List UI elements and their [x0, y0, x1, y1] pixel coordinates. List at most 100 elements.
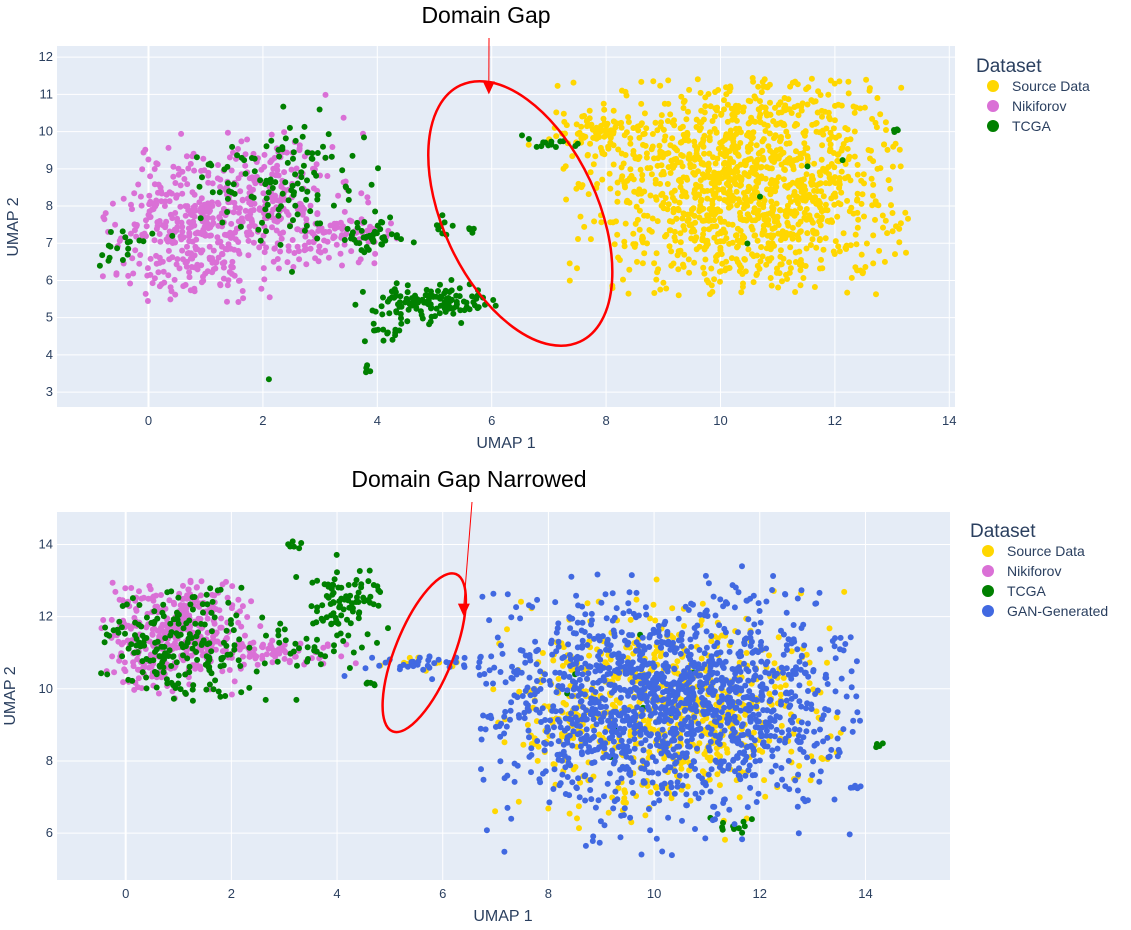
- data-point: [767, 99, 773, 106]
- data-point: [680, 263, 687, 270]
- data-point: [204, 203, 211, 210]
- data-point: [720, 819, 726, 826]
- data-point: [283, 149, 290, 156]
- data-point: [777, 146, 784, 153]
- data-point: [134, 656, 141, 663]
- data-point: [201, 232, 208, 239]
- data-point: [171, 642, 178, 649]
- data-point: [830, 125, 837, 132]
- data-point: [736, 699, 743, 706]
- data-point: [257, 177, 264, 184]
- data-point: [751, 205, 758, 212]
- data-point: [668, 248, 675, 255]
- data-point: [679, 193, 685, 200]
- data-point: [627, 140, 634, 147]
- data-point: [872, 216, 878, 223]
- data-point: [156, 653, 163, 660]
- data-point: [517, 615, 524, 622]
- data-point: [720, 187, 726, 194]
- data-point: [183, 263, 190, 270]
- data-point: [642, 604, 649, 611]
- data-point: [186, 274, 193, 281]
- data-point: [652, 176, 659, 183]
- data-point: [848, 274, 855, 281]
- data-point: [593, 130, 600, 137]
- data-point: [763, 727, 770, 734]
- data-point: [734, 144, 741, 151]
- data-point: [766, 690, 773, 697]
- data-point: [774, 214, 781, 221]
- data-point: [531, 698, 538, 705]
- data-point: [870, 181, 877, 188]
- data-point: [707, 129, 713, 136]
- data-point: [685, 256, 692, 263]
- data-point: [548, 637, 555, 644]
- data-point: [671, 768, 678, 775]
- data-point: [724, 600, 731, 607]
- data-point: [724, 118, 731, 125]
- data-point: [809, 236, 816, 243]
- legend-label-tcga[interactable]: TCGA: [1012, 118, 1052, 134]
- data-point: [741, 158, 748, 165]
- data-point: [697, 177, 704, 184]
- legend-label-source-data[interactable]: Source Data: [1012, 78, 1090, 94]
- data-point: [160, 601, 167, 608]
- data-point: [189, 686, 196, 693]
- data-point: [614, 190, 621, 197]
- data-point: [404, 318, 411, 325]
- data-point: [184, 592, 191, 599]
- data-point: [599, 695, 606, 702]
- data-point: [658, 162, 665, 169]
- data-point: [818, 755, 825, 761]
- data-point: [656, 797, 663, 804]
- data-point: [643, 150, 650, 157]
- data-point: [190, 204, 197, 211]
- data-point: [196, 199, 203, 206]
- data-point: [534, 738, 541, 744]
- data-point: [613, 605, 620, 612]
- data-point: [725, 199, 731, 206]
- data-point: [375, 165, 381, 172]
- data-point: [156, 218, 163, 224]
- data-point: [198, 578, 205, 585]
- data-point: [291, 250, 298, 256]
- legend-marker-nikiforov: [987, 100, 999, 112]
- data-point: [723, 235, 730, 242]
- data-point: [720, 160, 727, 167]
- data-point: [204, 601, 211, 608]
- data-point: [653, 576, 660, 583]
- data-point: [566, 674, 573, 680]
- data-point: [261, 660, 268, 667]
- data-point: [208, 609, 215, 616]
- data-point: [380, 326, 387, 333]
- data-point: [721, 97, 727, 104]
- data-point: [826, 114, 832, 121]
- data-point: [213, 606, 219, 613]
- legend-label-nikiforov[interactable]: Nikiforov: [1012, 98, 1066, 114]
- data-point: [581, 223, 588, 230]
- data-point: [621, 787, 628, 794]
- data-point: [783, 697, 790, 704]
- scatter-points: [96, 75, 911, 383]
- data-point: [779, 776, 786, 783]
- data-point: [549, 651, 556, 658]
- data-point: [161, 643, 168, 650]
- data-point: [788, 110, 795, 116]
- data-point: [812, 120, 819, 127]
- data-point: [824, 681, 831, 687]
- data-point: [701, 150, 708, 157]
- data-point: [686, 269, 693, 276]
- data-point: [570, 79, 577, 86]
- data-point: [789, 163, 796, 170]
- data-point: [304, 644, 311, 651]
- data-point: [265, 189, 272, 196]
- data-point: [300, 162, 307, 169]
- data-point: [490, 297, 497, 303]
- data-point: [261, 249, 268, 256]
- data-point: [761, 121, 768, 128]
- data-point: [172, 291, 179, 298]
- data-point: [843, 693, 850, 700]
- data-point: [785, 222, 792, 229]
- data-point: [231, 272, 238, 279]
- data-point: [614, 779, 621, 786]
